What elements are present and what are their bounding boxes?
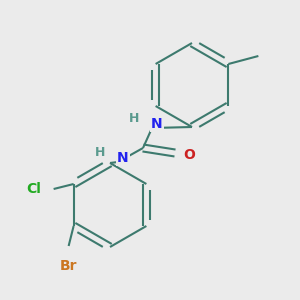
Text: H: H: [129, 112, 139, 124]
Text: Cl: Cl: [26, 182, 41, 196]
Text: Br: Br: [60, 259, 77, 273]
Text: N: N: [117, 151, 129, 165]
Text: N: N: [151, 117, 163, 131]
Text: O: O: [183, 148, 195, 162]
Text: H: H: [95, 146, 105, 158]
